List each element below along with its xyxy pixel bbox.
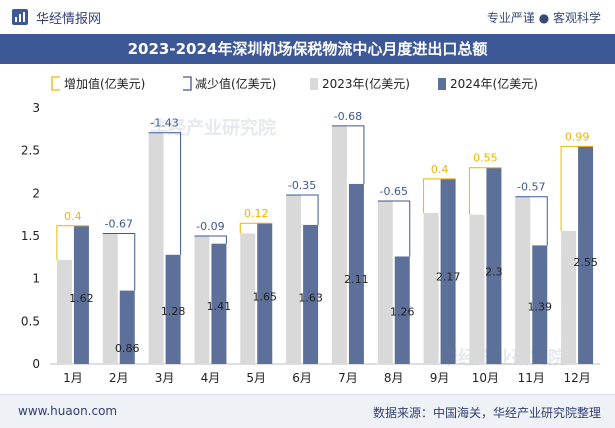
y-tick-label: 0 — [32, 357, 40, 371]
bar-2023 — [423, 212, 439, 364]
decrease-bracket — [102, 232, 136, 291]
value-label-2024: 1.26 — [390, 306, 415, 319]
value-label-2024: 1.62 — [69, 292, 94, 305]
value-label-2024: 2.3 — [485, 266, 503, 279]
increase-bracket — [239, 222, 273, 234]
bar-2024 — [119, 290, 135, 364]
bar-2024 — [532, 245, 548, 364]
x-tick-label: 4月 — [201, 371, 221, 385]
bar-2024 — [440, 178, 456, 364]
y-tick-label: 1 — [32, 272, 40, 286]
tagline: 专业严谨 ● 客观科学 — [486, 11, 601, 25]
y-tick-label: 1.5 — [21, 229, 40, 243]
legend-label: 减少值(亿美元) — [195, 76, 276, 91]
x-tick-label: 10月 — [472, 371, 499, 385]
legend-label: 2023年(亿美元) — [322, 76, 410, 91]
increase-bracket — [423, 178, 456, 213]
x-tick-label: 7月 — [338, 371, 358, 385]
change-value-label: -0.65 — [380, 185, 408, 198]
decrease-bracket — [148, 132, 182, 255]
x-tick-label: 6月 — [292, 371, 312, 385]
legend-swatch-2024 — [438, 78, 446, 90]
decrease-bracket — [286, 194, 319, 225]
change-value-label: 0.55 — [473, 152, 498, 165]
bar-2024 — [348, 183, 364, 364]
value-label-2024: 1.41 — [207, 300, 232, 313]
legend-swatch-decrease — [183, 76, 192, 91]
bar-2023 — [56, 259, 72, 364]
bar-2023 — [469, 214, 485, 364]
x-tick-label: 3月 — [155, 371, 175, 385]
increase-bracket — [560, 145, 594, 231]
y-tick-label: 3 — [32, 101, 40, 115]
watermark-text: 华经产业研究院 — [150, 117, 276, 139]
change-value-label: -0.35 — [288, 179, 316, 192]
brand-name: 华经情报网 — [36, 12, 102, 27]
y-tick-label: 2.5 — [21, 144, 40, 158]
x-tick-label: 11月 — [518, 371, 545, 385]
change-value-label: 0.4 — [431, 163, 449, 176]
value-label-2024: 1.63 — [298, 291, 323, 304]
top-bar: 华经情报网 专业严谨 ● 客观科学 — [0, 0, 615, 35]
change-value-label: -0.68 — [334, 110, 362, 123]
decrease-bracket — [377, 200, 411, 257]
bar-2024 — [486, 167, 502, 364]
bar-2023 — [286, 195, 302, 364]
bar-2023 — [561, 230, 577, 364]
bar-2024 — [211, 243, 227, 364]
x-tick-label: 9月 — [430, 371, 450, 385]
x-tick-label: 1月 — [63, 371, 83, 385]
bar-2023 — [102, 233, 118, 364]
chart-title: 2023-2024年深圳机场保税物流中心月度进出口总额 — [127, 40, 488, 58]
bar-2023 — [148, 132, 164, 364]
value-label-2024: 0.86 — [115, 342, 140, 355]
bar-2024 — [165, 254, 181, 364]
value-label-2024: 2.55 — [573, 256, 598, 269]
value-label-2024: 2.17 — [436, 271, 461, 284]
change-value-label: 0.99 — [565, 130, 590, 143]
change-value-label: -1.43 — [150, 117, 178, 130]
footer-bar: www.huaon.com 数据来源：中国海关，华经产业研究院整理 — [0, 394, 615, 428]
value-label-2024: 1.65 — [253, 291, 278, 304]
decrease-bracket — [331, 125, 365, 184]
increase-bracket — [56, 225, 89, 260]
change-value-label: -0.57 — [517, 181, 545, 194]
bar-2024 — [394, 256, 410, 364]
increase-bracket — [468, 167, 502, 215]
legend-label: 2024年(亿美元) — [450, 76, 538, 91]
bar-2024 — [73, 225, 89, 364]
title-bar: 2023-2024年深圳机场保税物流中心月度进出口总额 — [0, 34, 615, 64]
data-source: 数据来源：中国海关，华经产业研究院整理 — [372, 406, 601, 420]
bar-2024 — [257, 223, 273, 364]
legend-swatch-increase — [51, 76, 60, 91]
website-link[interactable]: www.huaon.com — [18, 404, 118, 418]
legend-label: 增加值(亿美元) — [64, 76, 145, 91]
y-tick-label: 2 — [32, 186, 40, 200]
legend-swatch-2023 — [310, 78, 318, 90]
change-value-label: 0.12 — [244, 207, 269, 220]
x-tick-label: 2月 — [109, 371, 129, 385]
x-tick-label: 8月 — [384, 371, 404, 385]
bar-2023 — [377, 201, 393, 364]
change-value-label: -0.09 — [196, 220, 224, 233]
bar-2024 — [303, 224, 319, 364]
bar-2024 — [578, 146, 594, 364]
brand-logo-icon — [12, 9, 28, 25]
change-value-label: -0.67 — [105, 217, 133, 230]
decrease-bracket — [194, 235, 227, 244]
y-tick-label: 0.5 — [21, 314, 40, 328]
bar-2023 — [240, 233, 256, 364]
x-tick-label: 12月 — [563, 371, 590, 385]
bar-2023 — [194, 236, 210, 364]
value-label-2024: 2.11 — [344, 273, 369, 286]
value-label-2024: 1.39 — [528, 301, 553, 314]
x-tick-label: 5月 — [246, 371, 266, 385]
decrease-bracket — [515, 196, 548, 246]
bar-2023 — [515, 196, 531, 364]
change-value-label: 0.4 — [64, 210, 82, 223]
bar-2023 — [331, 125, 347, 364]
value-label-2024: 1.28 — [161, 305, 186, 318]
